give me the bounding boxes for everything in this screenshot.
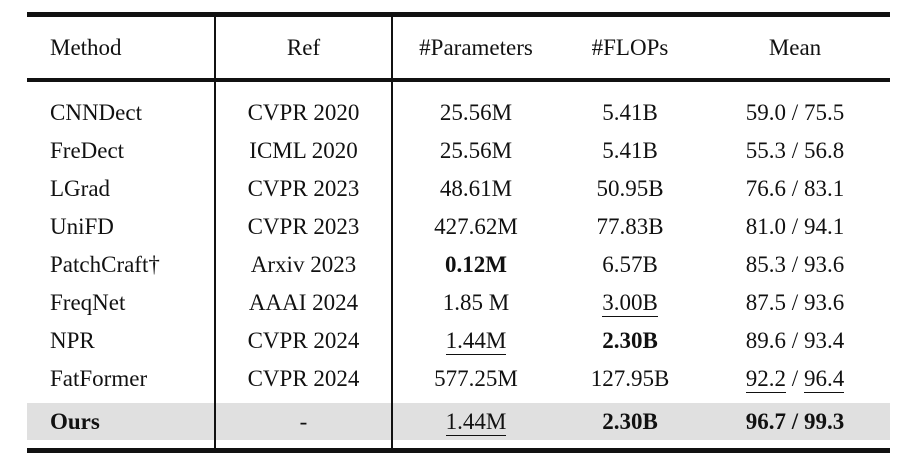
cell-parameters: 577.25M (434, 365, 518, 391)
cell-ref: CVPR 2020 (247, 99, 360, 125)
cell-parameters: 427.62M (434, 213, 518, 239)
cell-flops: 50.95B (596, 175, 664, 201)
body-top-padding (27, 82, 890, 93)
cell-mean: 96.7 / 99.3 (745, 409, 845, 434)
table-row: PatchCraft† Arxiv 2023 0.12M 6.57B 85.3 / 93… (27, 245, 890, 283)
cell-flops: 77.83B (596, 213, 664, 239)
cell-ref: Arxiv 2023 (250, 251, 357, 277)
cell-flops: 2.30B (602, 409, 658, 434)
cell-flops: 5.41B (602, 137, 658, 163)
cell-parameters: 25.56M (439, 99, 513, 125)
table-row: FreqNet AAAI 2024 1.85 M 3.00B 87.5 / 93.6 (27, 283, 890, 321)
cell-mean: 81.0 / 94.1 (745, 213, 845, 239)
cell-mean: 87.5 / 93.6 (745, 289, 845, 315)
cell-mean: 59.0 / 75.5 (745, 99, 845, 125)
cell-mean: 89.6 / 93.4 (745, 327, 845, 353)
table-row: NPR CVPR 2024 1.44M 2.30B 89.6 / 93.4 (27, 321, 890, 359)
cell-ref: ICML 2020 (249, 137, 358, 163)
table-row: LGrad CVPR 2023 48.61M 50.95B 76.6 / 83.1 (27, 169, 890, 207)
cell-mean: 55.3 / 56.8 (745, 137, 845, 163)
header-mean: Mean (768, 35, 822, 60)
table-row: UniFD CVPR 2023 427.62M 77.83B 81.0 / 94.1 (27, 207, 890, 245)
column-divider-ref-parameters (391, 17, 393, 448)
cell-mean: 92.2 / 96.4 (745, 365, 845, 393)
table-row: CNNDect CVPR 2020 25.56M 5.41B 59.0 / 75.5 (27, 93, 890, 131)
table-row: FatFormer CVPR 2024 577.25M 127.95B 92.2 / 9… (27, 359, 890, 397)
bottom-rule (27, 448, 890, 453)
table-row: FreDect ICML 2020 25.56M 5.41B 55.3 / 56.8 (27, 131, 890, 169)
cell-method: UniFD (50, 213, 114, 239)
cell-ref: CVPR 2024 (247, 327, 360, 353)
cell-mean: 85.3 / 93.6 (745, 251, 845, 277)
table-row: Ours - 1.44M 2.30B 96.7 / 99.3 (27, 403, 890, 440)
cell-method: FatFormer (50, 365, 148, 391)
results-table: Method Ref #Parameters #FLOPs Mean CNNDe… (27, 12, 890, 453)
cell-flops: 127.95B (590, 365, 670, 391)
cell-ref: AAAI 2024 (248, 289, 359, 315)
cell-ref: CVPR 2024 (247, 365, 360, 391)
cell-method: LGrad (50, 175, 111, 201)
cell-method: FreqNet (50, 289, 126, 315)
header-ref: Ref (286, 35, 321, 60)
cell-parameters: 1.85 M (442, 289, 510, 315)
header-flops: #FLOPs (591, 35, 669, 60)
cell-ref: CVPR 2023 (247, 175, 360, 201)
cell-ref: CVPR 2023 (247, 213, 360, 239)
cell-method: PatchCraft† (50, 251, 160, 277)
cell-flops: 2.30B (602, 327, 658, 353)
cell-parameters: 48.61M (439, 175, 513, 201)
body-bottom-padding (27, 440, 890, 448)
cell-flops: 6.57B (602, 251, 658, 277)
cell-method: FreDect (50, 137, 125, 163)
table-body: CNNDect CVPR 2020 25.56M 5.41B 59.0 / 75.5 Fr… (27, 93, 890, 440)
cell-method: CNNDect (50, 99, 142, 125)
header-parameters: #Parameters (419, 35, 533, 60)
column-divider-method-ref (214, 17, 216, 448)
cell-parameters: 25.56M (439, 137, 513, 163)
cell-ref: - (299, 409, 308, 434)
cell-flops: 5.41B (602, 99, 658, 125)
cell-method: NPR (50, 327, 95, 353)
cell-flops: 3.00B (602, 289, 658, 317)
top-rule (27, 12, 890, 17)
cell-method: Ours (50, 409, 100, 434)
cell-parameters: 1.44M (445, 409, 507, 436)
cell-mean: 76.6 / 83.1 (745, 175, 845, 201)
header-method: Method (50, 35, 122, 60)
header-separator-rule (27, 78, 890, 82)
cell-parameters: 0.12M (445, 251, 507, 277)
cell-parameters: 1.44M (445, 327, 507, 355)
table-header-row: Method Ref #Parameters #FLOPs Mean (27, 17, 890, 78)
